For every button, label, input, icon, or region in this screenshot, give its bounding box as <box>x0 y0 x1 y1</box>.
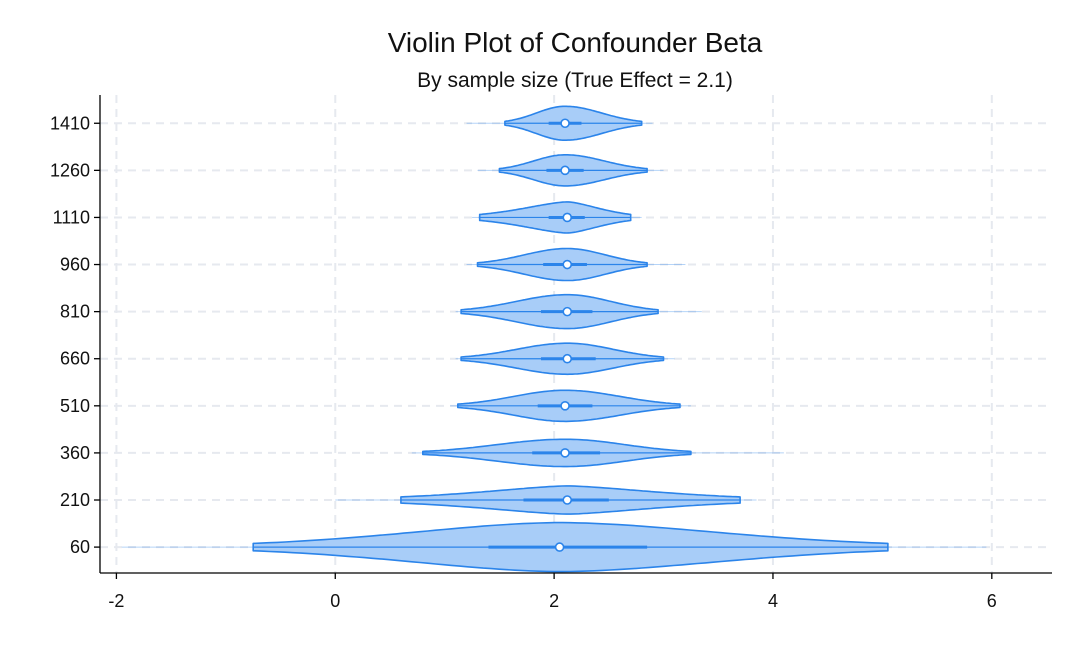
x-tick-label: 2 <box>549 591 559 611</box>
axis-layer: -2 0 2 4 6 1410 1260 1110 960 810 660 510 360 210 60 <box>50 95 1052 611</box>
median-marker <box>562 306 573 317</box>
y-tick-label: 660 <box>60 349 90 369</box>
y-tick-label: 1110 <box>53 207 90 227</box>
y-tick-label: 210 <box>60 490 90 510</box>
median-marker <box>560 118 570 129</box>
y-tick-label: 960 <box>60 255 90 275</box>
median-marker <box>562 353 573 364</box>
median-marker <box>560 165 570 176</box>
x-tick-label: 4 <box>768 591 778 611</box>
median-marker <box>562 495 573 505</box>
median-marker <box>554 542 565 552</box>
x-tick-label: 6 <box>987 591 997 611</box>
y-tick-label: 60 <box>70 537 90 557</box>
median-marker <box>560 448 570 458</box>
chart-title: Violin Plot of Confounder Beta <box>388 27 763 58</box>
y-tick-label: 1260 <box>50 160 90 180</box>
median-marker <box>560 401 570 411</box>
violin-layer <box>121 105 987 573</box>
chart-subtitle: By sample size (True Effect = 2.1) <box>417 69 733 92</box>
x-tick-label: 0 <box>330 591 340 611</box>
median-marker <box>562 259 573 270</box>
y-tick-label: 1410 <box>50 113 90 133</box>
y-tick-label: 810 <box>60 302 90 322</box>
y-tick-label: 360 <box>60 443 90 463</box>
y-tick-label: 510 <box>60 396 90 416</box>
x-tick-label: -2 <box>108 591 124 611</box>
median-marker <box>562 212 573 223</box>
